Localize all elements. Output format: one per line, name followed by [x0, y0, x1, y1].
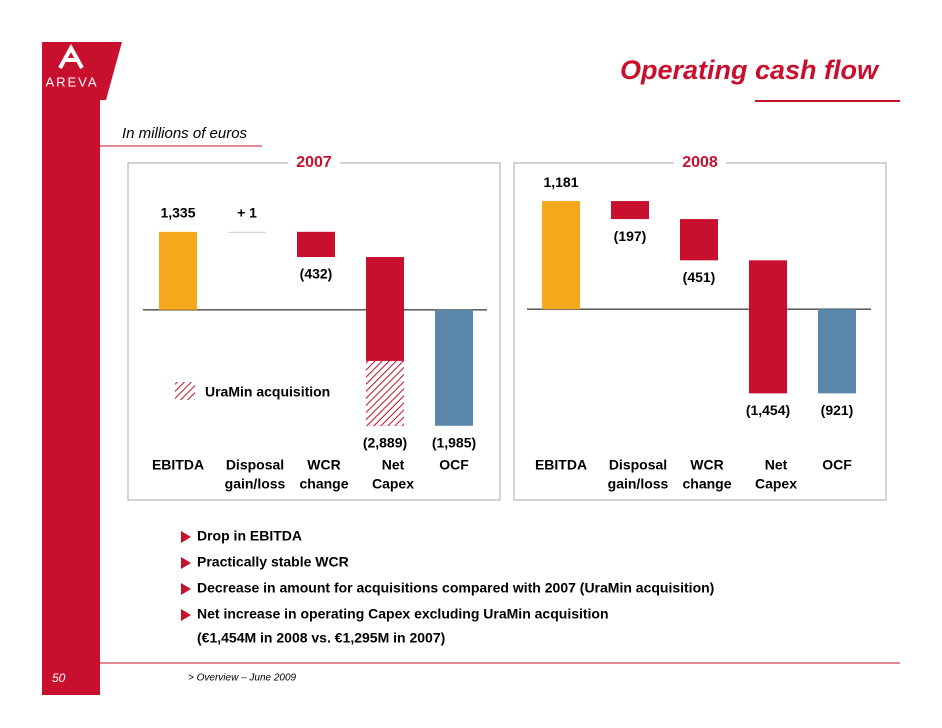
value-label: (2,889) — [363, 434, 407, 450]
chart-title: 2008 — [682, 154, 718, 171]
category-label: Disposal — [609, 457, 667, 473]
legend-swatch — [175, 382, 195, 400]
value-label: 1,181 — [543, 174, 578, 190]
bullet-arrow — [181, 609, 191, 621]
bullet-arrow — [181, 557, 191, 569]
bullet-text: Net increase in operating Capex excludin… — [197, 606, 609, 622]
category-label: gain/loss — [225, 476, 286, 492]
category-label: change — [299, 476, 348, 492]
category-label: Net — [382, 457, 405, 473]
value-label: (451) — [683, 269, 716, 285]
chart-title: 2007 — [296, 154, 332, 171]
bullet-text: Drop in EBITDA — [197, 528, 302, 544]
value-label: (1,454) — [746, 402, 790, 418]
bar — [435, 309, 473, 426]
category-label: Capex — [372, 476, 414, 492]
legend-label: UraMin acquisition — [205, 384, 330, 400]
bar — [228, 231, 266, 233]
bar — [542, 201, 580, 310]
chart-title-bg — [288, 155, 340, 171]
bar — [159, 231, 197, 310]
bar — [611, 201, 649, 220]
category-label: Capex — [755, 476, 797, 492]
category-label: EBITDA — [152, 457, 204, 473]
bar — [680, 219, 718, 261]
category-label: Disposal — [226, 457, 284, 473]
uramin-segment — [366, 360, 404, 426]
value-label: 1,335 — [160, 205, 195, 221]
side-band — [42, 42, 122, 695]
bullet-arrow — [181, 583, 191, 595]
page-number: 50 — [52, 671, 66, 685]
category-label: Net — [765, 457, 788, 473]
category-label: WCR — [690, 457, 723, 473]
logo-text: AREVA — [45, 74, 98, 89]
bullet-text: (€1,454M in 2008 vs. €1,295M in 2007) — [197, 630, 445, 646]
category-label: WCR — [307, 457, 340, 473]
subtitle: In millions of euros — [122, 125, 248, 142]
footer-text: > Overview – June 2009 — [188, 673, 297, 684]
bullet-arrow — [181, 531, 191, 543]
category-label: EBITDA — [535, 457, 587, 473]
value-label: (432) — [300, 266, 333, 282]
category-label: change — [682, 476, 731, 492]
logo-mark — [58, 43, 84, 69]
value-label: + 1 — [237, 205, 257, 221]
value-label: (1,985) — [432, 434, 476, 450]
bullet-text: Decrease in amount for acquisitions comp… — [197, 580, 714, 596]
bar — [749, 260, 787, 394]
bullet-text: Practically stable WCR — [197, 554, 349, 570]
value-label: (921) — [821, 402, 854, 418]
slide-title: Operating cash flow — [620, 55, 880, 85]
category-label: gain/loss — [608, 476, 669, 492]
category-label: OCF — [822, 457, 852, 473]
bar — [297, 231, 335, 258]
category-label: OCF — [439, 457, 469, 473]
chart-title-bg — [674, 155, 726, 171]
value-label: (197) — [614, 228, 647, 244]
bar — [818, 309, 856, 394]
